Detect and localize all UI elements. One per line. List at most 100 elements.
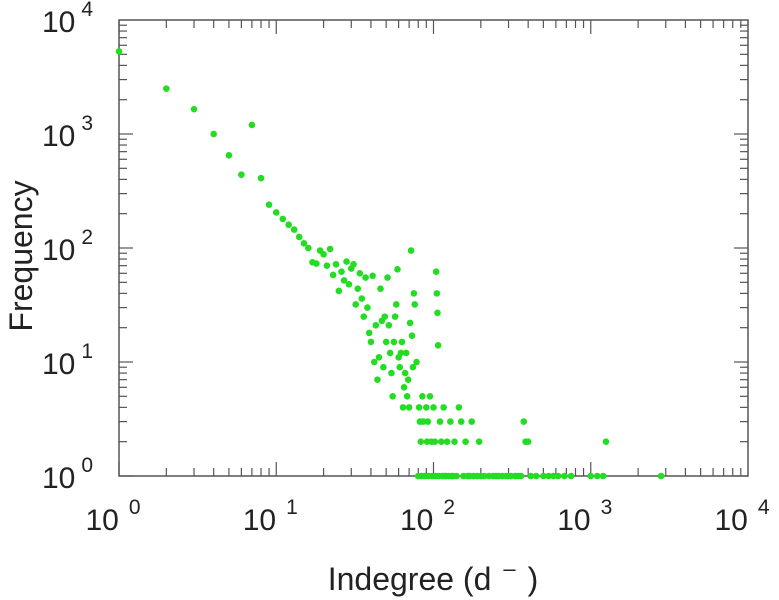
- data-point: [419, 393, 426, 400]
- x-tick-exponent: 4: [758, 496, 770, 519]
- data-point: [431, 438, 439, 445]
- data-point: [453, 472, 460, 480]
- data-point: [362, 274, 369, 281]
- data-point: [369, 272, 376, 280]
- data-point: [372, 321, 380, 329]
- data-point: [402, 349, 410, 357]
- x-axis-title-main: Indegree (d: [328, 561, 492, 597]
- data-point: [386, 349, 394, 357]
- data-point: [527, 472, 534, 480]
- data-point: [345, 281, 353, 288]
- data-point: [190, 105, 198, 113]
- x-axis-title-sup: –: [503, 556, 516, 581]
- y-tick-label: 10 0: [42, 454, 93, 495]
- data-point: [360, 313, 368, 320]
- x-tick-label: 10 3: [557, 496, 612, 537]
- y-tick-label: 10 3: [42, 112, 93, 153]
- data-point: [332, 260, 340, 268]
- x-tick-labels: 10 0 10 1 10 2 10 3 10 4: [85, 496, 769, 537]
- x-tick-label: 10 0: [85, 496, 140, 537]
- data-point: [238, 171, 245, 178]
- data-point: [388, 369, 395, 377]
- data-point: [285, 221, 293, 229]
- data-point: [343, 258, 350, 265]
- data-point: [475, 438, 483, 445]
- data-point: [367, 338, 375, 346]
- data-point: [265, 201, 273, 208]
- data-point: [451, 438, 458, 445]
- data-point: [397, 349, 405, 357]
- data-point: [257, 174, 265, 182]
- x-tick-base: 10: [85, 504, 118, 537]
- data-point: [599, 472, 607, 480]
- data-point: [602, 438, 610, 445]
- data-point: [225, 152, 233, 159]
- data-point: [443, 438, 451, 445]
- data-point: [403, 393, 411, 400]
- y-tick-exponent: 4: [81, 0, 93, 21]
- data-point: [350, 260, 357, 268]
- data-point: [437, 438, 445, 445]
- data-point: [404, 376, 412, 383]
- data-point: [248, 121, 256, 129]
- data-point: [545, 472, 552, 480]
- data-point: [447, 418, 454, 425]
- data-point: [524, 438, 532, 445]
- data-point: [433, 290, 441, 297]
- data-point: [320, 251, 327, 258]
- data-point: [430, 404, 437, 411]
- data-point: [380, 363, 387, 371]
- data-point: [407, 247, 415, 254]
- x-tick-exponent: 0: [129, 496, 141, 519]
- x-tick-base: 10: [400, 504, 433, 537]
- data-point: [300, 239, 308, 247]
- data-point: [587, 472, 595, 480]
- data-point: [399, 404, 407, 411]
- data-point: [392, 301, 400, 308]
- data-point: [468, 418, 476, 425]
- data-point: [520, 418, 528, 425]
- data-point: [323, 262, 331, 269]
- data-point: [410, 290, 418, 297]
- data-point: [550, 472, 557, 480]
- data-point: [381, 313, 389, 320]
- data-point: [434, 342, 442, 349]
- x-tick-label: 10 1: [243, 496, 298, 537]
- x-tick-base: 10: [557, 504, 590, 537]
- x-tick-base: 10: [243, 504, 276, 537]
- data-point: [657, 472, 665, 480]
- y-tick-labels: 10 0 10 1 10 2 10 3 10 4: [42, 0, 93, 495]
- y-tick-exponent: 2: [81, 226, 93, 249]
- data-point: [335, 287, 343, 295]
- data-point: [440, 404, 447, 411]
- data-point: [432, 268, 440, 275]
- data-point: [398, 338, 406, 346]
- data-point: [305, 244, 312, 252]
- data-point: [391, 313, 399, 320]
- data-point: [532, 472, 540, 480]
- x-axis-title-close: ): [528, 561, 539, 597]
- data-point: [115, 48, 123, 55]
- data-point: [356, 269, 364, 277]
- data-point: [406, 319, 414, 327]
- y-tick-base: 10: [42, 234, 75, 267]
- data-point: [389, 393, 396, 400]
- data-point: [401, 369, 409, 377]
- data-point: [396, 363, 404, 371]
- data-point: [400, 383, 408, 391]
- x-ticks: [118, 20, 742, 476]
- data-point: [279, 215, 287, 223]
- y-tick-base: 10: [42, 348, 75, 381]
- data-point: [365, 329, 373, 337]
- data-point: [329, 271, 337, 279]
- data-points: [115, 48, 665, 480]
- x-tick-label: 10 2: [400, 496, 455, 537]
- data-point: [210, 130, 217, 138]
- data-point: [384, 274, 391, 281]
- data-point: [394, 266, 401, 273]
- data-point: [561, 472, 568, 480]
- data-point: [415, 404, 423, 411]
- data-point: [382, 338, 390, 346]
- x-tick-label: 10 4: [714, 496, 769, 537]
